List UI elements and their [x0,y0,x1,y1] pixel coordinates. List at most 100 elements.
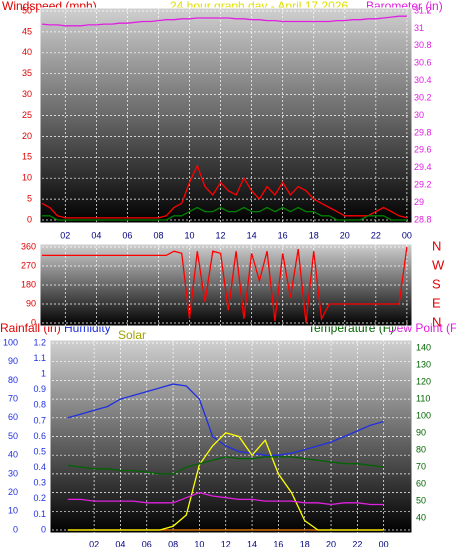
direction-label: N [432,238,441,253]
y2-tick-label: 120 [416,376,431,386]
x-tick-label: 16 [273,539,283,547]
x-tick-label: 18 [300,539,310,547]
y3-tick-label: 0.6 [33,431,46,441]
x-tick-label: 00 [379,539,389,547]
direction-label: E [432,295,441,310]
y2-tick-label: 29 [414,197,424,207]
y3-tick-label: 0.5 [33,446,46,456]
y2-tick-label: 30 [414,110,424,120]
y-tick-label: 45 [22,26,32,36]
y2-tick-label: 28.8 [414,214,432,224]
y2-tick-label: 140 [416,342,431,352]
series-line [67,432,384,531]
y2-tick-label: 80 [416,444,426,454]
y-tick-label: 5 [27,193,32,203]
y-tick-label: 270 [21,260,36,270]
y3-tick-label: 1 [41,369,46,379]
y-tick-label: 70 [8,393,18,403]
direction-label: W [432,257,445,272]
y-tick-label: 10 [22,173,32,183]
series-line [41,15,407,27]
y2-tick-label: 50 [416,495,426,505]
x-tick-label: 14 [247,539,257,547]
y3-tick-label: 0.7 [33,415,46,425]
y-tick-label: 60 [8,412,18,422]
y3-tick-label: 1.2 [33,337,46,347]
y2-tick-label: 29.2 [414,180,432,190]
y-tick-label: 15 [22,152,32,162]
y3-tick-label: 0.8 [33,400,46,410]
direction-label: N [432,314,441,329]
x-tick-label: 20 [340,230,350,240]
x-tick-label: 02 [60,230,70,240]
y-tick-label: 0 [31,317,36,327]
direction-label: S [432,276,441,291]
x-tick-label: 18 [309,230,319,240]
y-tick-label: 20 [22,131,32,141]
x-tick-label: 06 [122,230,132,240]
y-tick-label: 50 [8,431,18,441]
y2-tick-label: 130 [416,359,431,369]
y2-tick-label: 40 [416,512,426,522]
y2-tick-label: 31 [414,23,424,33]
x-tick-label: 22 [371,230,381,240]
y2-tick-label: 110 [416,393,430,403]
solar-label: Solar [118,328,146,342]
y-tick-label: 0 [27,214,32,224]
y2-tick-label: 90 [416,427,426,437]
y-tick-label: 30 [8,468,18,478]
y-tick-label: 100 [3,337,18,347]
x-tick-label: 20 [326,539,336,547]
x-tick-label: 22 [352,539,362,547]
y2-tick-label: 30.6 [414,58,432,68]
y-tick-label: 20 [8,487,18,497]
y2-tick-label: 31.2 [414,5,432,15]
y-tick-label: 180 [21,279,36,289]
y-tick-label: 40 [8,450,18,460]
y2-tick-label: 100 [416,410,431,420]
series-line [67,456,384,475]
y-tick-label: 10 [8,506,18,516]
x-tick-label: 12 [221,539,231,547]
y3-tick-label: 0.9 [33,384,46,394]
series-line [67,491,384,506]
y2-tick-label: 29.6 [414,145,432,155]
y2-tick-label: 30.2 [414,92,432,102]
y2-tick-label: 30.4 [414,75,432,85]
x-tick-label: 06 [142,539,152,547]
x-tick-label: 04 [91,230,101,240]
y-tick-label: 50 [22,5,32,15]
y-tick-label: 30 [22,89,32,99]
x-tick-label: 10 [194,539,204,547]
x-tick-label: 08 [168,539,178,547]
y2-tick-label: 30.8 [414,40,432,50]
y2-tick-label: 29.4 [414,162,432,172]
y3-tick-label: 0.3 [33,478,46,488]
x-tick-label: 04 [115,539,125,547]
y-tick-label: 25 [22,110,32,120]
y-tick-label: 0 [13,524,18,534]
y3-tick-label: 0.4 [33,462,46,472]
y3-tick-label: 0 [41,524,46,534]
y3-tick-label: 0.1 [33,509,46,519]
y-tick-label: 40 [22,47,32,57]
y3-tick-label: 0.2 [33,493,46,503]
series-line [42,246,408,324]
y2-tick-label: 29.8 [414,127,432,137]
x-tick-label: 16 [278,230,288,240]
y-tick-label: 90 [8,356,18,366]
y3-tick-label: 1.1 [33,353,46,363]
x-tick-label: 02 [89,539,99,547]
series-line [67,383,384,456]
y-tick-label: 90 [26,298,36,308]
x-tick-label: 08 [153,230,163,240]
x-tick-label: 10 [185,230,195,240]
x-tick-label: 14 [247,230,257,240]
x-tick-label: 12 [216,230,226,240]
series-line [42,206,407,221]
y2-tick-label: 70 [416,461,426,471]
y2-tick-label: 60 [416,478,426,488]
series-line [41,164,408,219]
y-tick-label: 360 [21,241,36,251]
